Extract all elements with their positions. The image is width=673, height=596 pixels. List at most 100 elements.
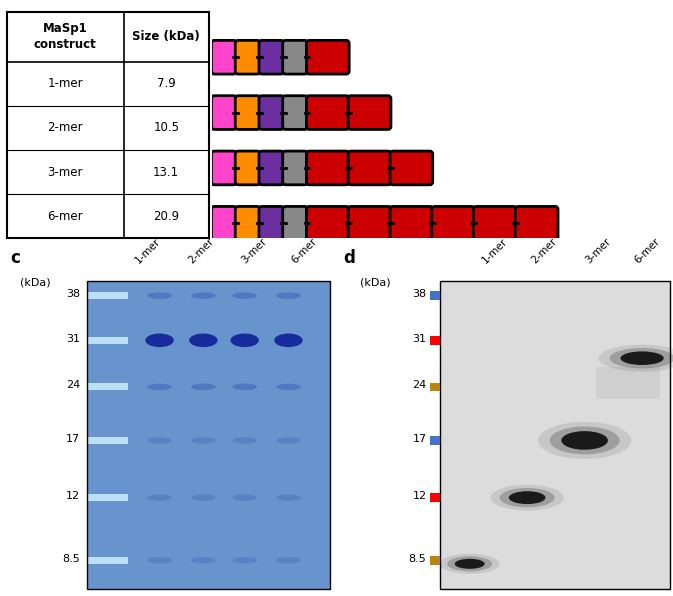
Text: 1-mer: 1-mer (133, 236, 162, 265)
Text: d: d (343, 249, 355, 267)
Ellipse shape (191, 557, 215, 563)
Ellipse shape (276, 437, 301, 443)
Ellipse shape (610, 348, 673, 368)
Text: 6-mer: 6-mer (290, 236, 319, 265)
Ellipse shape (274, 334, 303, 347)
Text: 8.5: 8.5 (62, 554, 80, 564)
Ellipse shape (509, 491, 546, 504)
Text: (kDa): (kDa) (360, 278, 390, 288)
Ellipse shape (599, 344, 673, 372)
Text: 20.9: 20.9 (153, 210, 179, 223)
Text: 1-mer: 1-mer (48, 77, 83, 91)
Ellipse shape (499, 488, 555, 507)
Ellipse shape (191, 293, 215, 299)
FancyBboxPatch shape (348, 206, 391, 240)
Ellipse shape (147, 384, 172, 390)
Bar (87, 281, 330, 589)
Ellipse shape (145, 334, 174, 347)
Ellipse shape (191, 384, 215, 390)
Text: 6-mer: 6-mer (48, 210, 83, 223)
Ellipse shape (276, 293, 301, 299)
Text: 17: 17 (66, 434, 80, 444)
FancyBboxPatch shape (236, 41, 260, 74)
Text: 6-mer: 6-mer (633, 236, 662, 265)
Bar (87, 437, 128, 444)
Text: Size (kDa): Size (kDa) (133, 30, 200, 44)
FancyBboxPatch shape (283, 151, 308, 185)
Ellipse shape (191, 495, 215, 501)
Ellipse shape (276, 557, 301, 563)
Ellipse shape (232, 384, 257, 390)
Text: 12: 12 (66, 491, 80, 501)
Text: 38: 38 (413, 289, 427, 299)
Ellipse shape (147, 293, 172, 299)
FancyBboxPatch shape (474, 206, 516, 240)
Bar (431, 556, 440, 564)
Text: 7.9: 7.9 (157, 77, 176, 91)
Bar (87, 557, 128, 564)
Bar (87, 292, 128, 299)
FancyBboxPatch shape (259, 41, 283, 74)
FancyBboxPatch shape (306, 41, 349, 74)
Ellipse shape (232, 557, 257, 563)
Text: 3-mer: 3-mer (240, 236, 269, 265)
Ellipse shape (230, 334, 259, 347)
Ellipse shape (232, 495, 257, 501)
Text: 2-mer: 2-mer (530, 236, 559, 265)
Text: 3-mer: 3-mer (583, 236, 612, 265)
FancyBboxPatch shape (259, 206, 283, 240)
Bar (431, 383, 440, 391)
FancyBboxPatch shape (432, 206, 474, 240)
Ellipse shape (491, 485, 564, 511)
Ellipse shape (191, 437, 215, 443)
FancyBboxPatch shape (516, 206, 558, 240)
Text: 17: 17 (413, 434, 427, 444)
FancyBboxPatch shape (236, 206, 260, 240)
Ellipse shape (550, 427, 620, 454)
Bar (87, 281, 330, 589)
Text: (kDa): (kDa) (20, 278, 50, 288)
FancyBboxPatch shape (211, 96, 236, 129)
Text: 10.5: 10.5 (153, 122, 179, 135)
Text: 8.5: 8.5 (409, 554, 427, 564)
Text: 31: 31 (413, 334, 427, 344)
Bar (440, 281, 670, 589)
FancyBboxPatch shape (283, 96, 308, 129)
Ellipse shape (189, 334, 217, 347)
Text: 38: 38 (66, 289, 80, 299)
FancyBboxPatch shape (306, 151, 349, 185)
Text: 24: 24 (66, 380, 80, 390)
Ellipse shape (538, 422, 631, 459)
Ellipse shape (147, 437, 172, 443)
FancyBboxPatch shape (306, 96, 349, 129)
Text: 1-mer: 1-mer (480, 236, 509, 265)
Text: 2-mer: 2-mer (186, 236, 216, 265)
FancyBboxPatch shape (283, 206, 308, 240)
Text: 31: 31 (66, 334, 80, 344)
Text: c: c (10, 249, 20, 267)
Text: 2-mer: 2-mer (48, 122, 83, 135)
FancyBboxPatch shape (283, 41, 308, 74)
Ellipse shape (147, 557, 172, 563)
Bar (87, 281, 330, 589)
Ellipse shape (276, 384, 301, 390)
FancyBboxPatch shape (306, 206, 349, 240)
Bar (596, 367, 660, 399)
FancyBboxPatch shape (348, 151, 391, 185)
Ellipse shape (147, 495, 172, 501)
Ellipse shape (455, 559, 485, 569)
Ellipse shape (561, 431, 608, 450)
Ellipse shape (621, 352, 664, 365)
FancyBboxPatch shape (236, 96, 260, 129)
Ellipse shape (276, 495, 301, 501)
Text: MaSp1
construct: MaSp1 construct (34, 22, 97, 51)
Bar (431, 336, 440, 344)
Text: 24: 24 (413, 380, 427, 390)
Text: 3-mer: 3-mer (48, 166, 83, 179)
Bar (431, 436, 440, 445)
Bar (87, 383, 128, 390)
FancyBboxPatch shape (259, 151, 283, 185)
Bar (87, 494, 128, 501)
Ellipse shape (232, 293, 257, 299)
FancyBboxPatch shape (211, 41, 236, 74)
